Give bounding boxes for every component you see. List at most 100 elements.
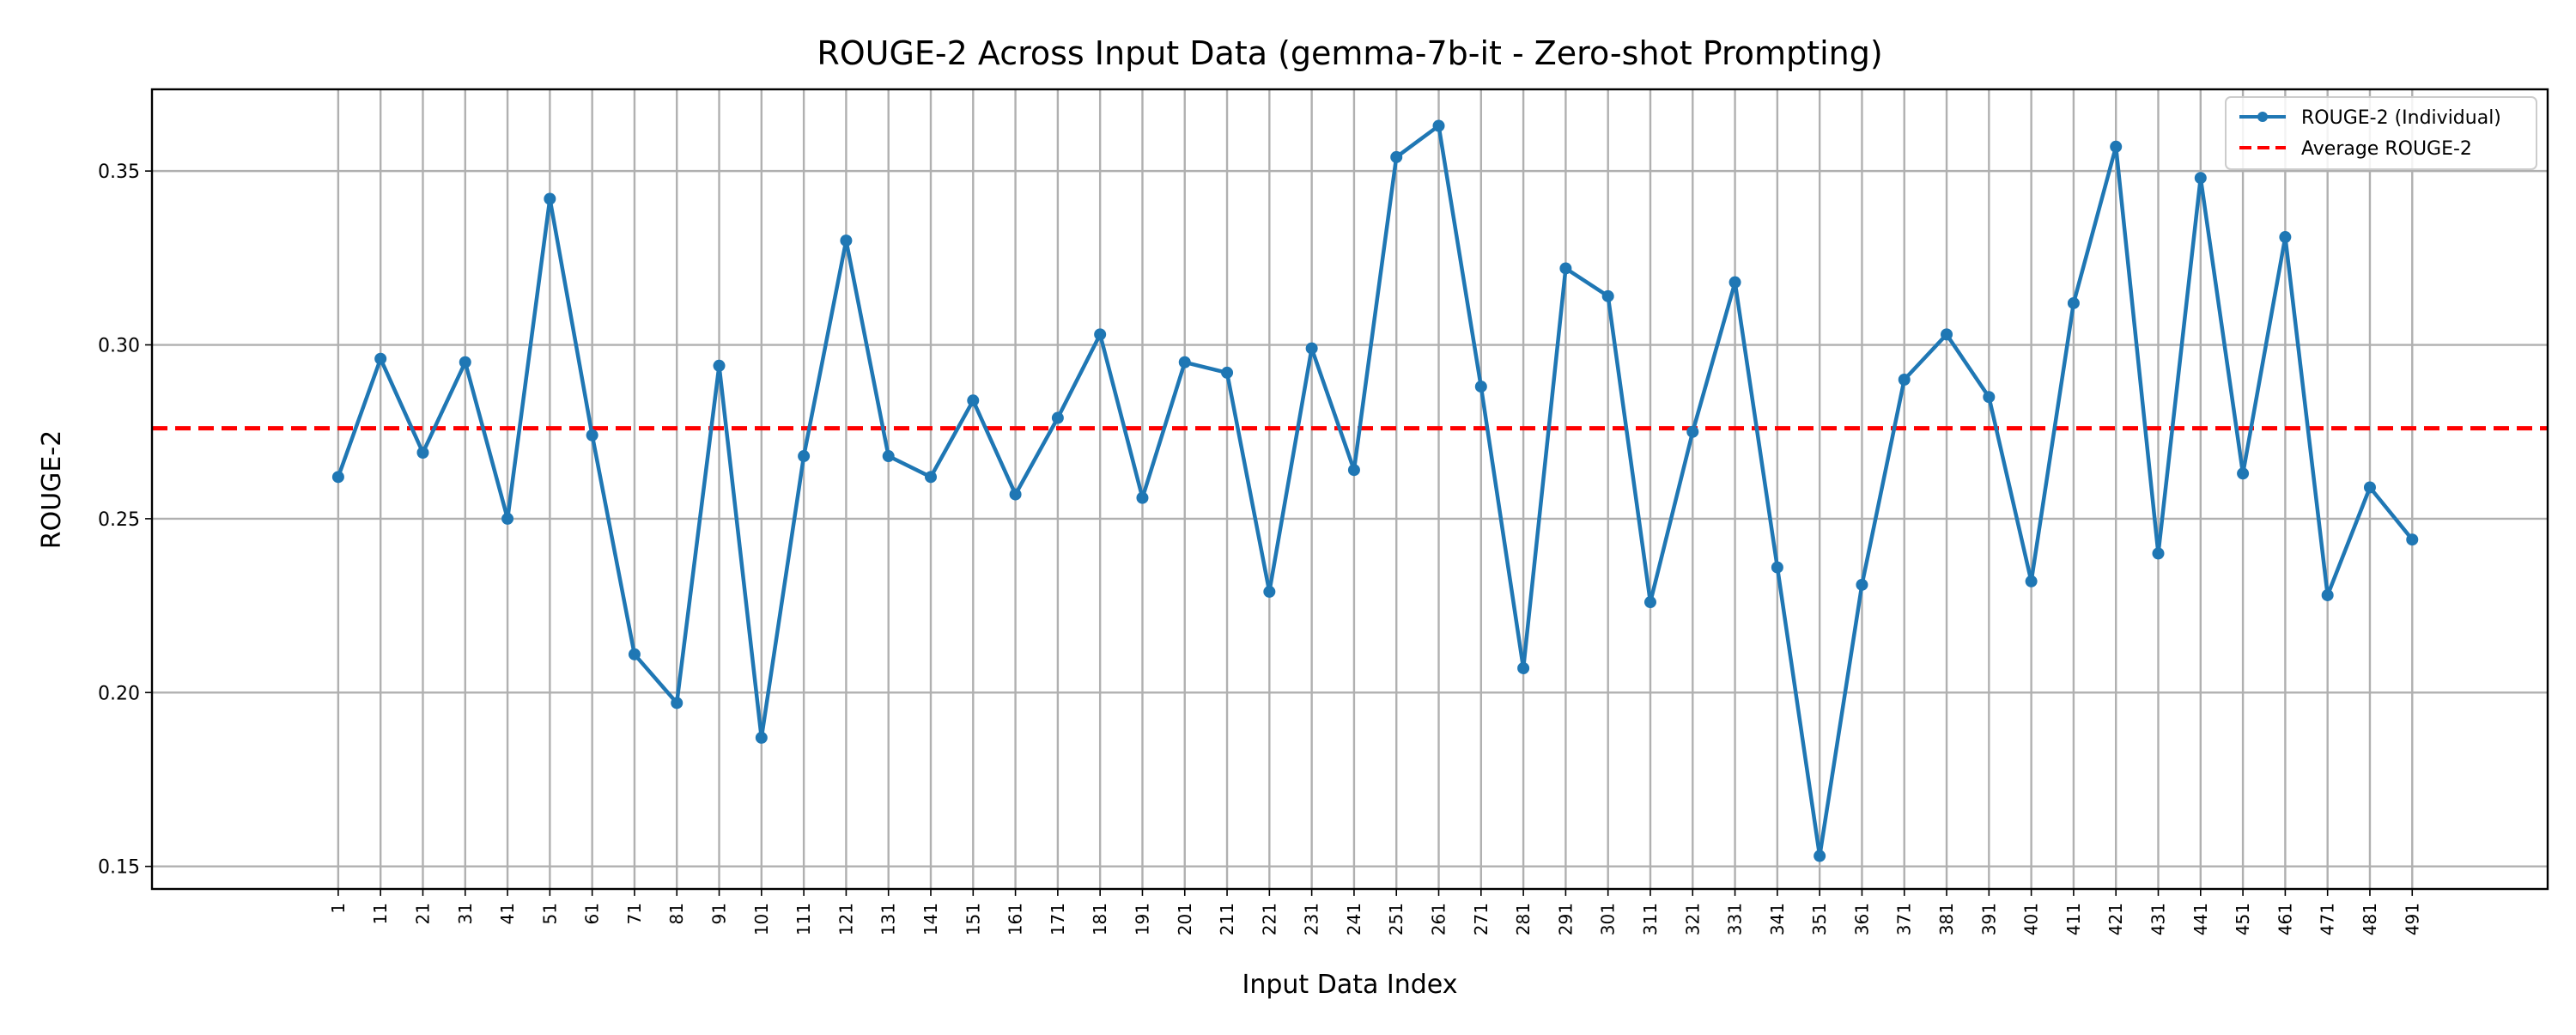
data-point xyxy=(1305,342,1318,355)
x-axis-ticks: 1 11 21 31 41 51 61 71 81 91 101 111 121 131 141 151 161… xyxy=(328,889,2422,935)
x-tick-label: 241 xyxy=(1344,903,1364,935)
x-tick-label: 21 xyxy=(412,903,433,924)
legend-box xyxy=(2225,96,2537,170)
x-tick-label: 161 xyxy=(1005,903,1026,935)
x-tick-label: 381 xyxy=(1936,903,1957,935)
y-tick-label: 0.15 xyxy=(98,857,140,879)
x-tick-label: 51 xyxy=(539,903,560,924)
x-tick-label: 191 xyxy=(1132,903,1152,935)
x-tick-label: 291 xyxy=(1555,903,1576,935)
x-tick-label: 281 xyxy=(1513,903,1534,935)
x-tick-label: 171 xyxy=(1048,903,1068,935)
individual-series-line xyxy=(336,124,2415,858)
data-point xyxy=(1009,488,1022,501)
data-point xyxy=(671,697,683,709)
x-tick-label: 221 xyxy=(1259,903,1279,935)
x-tick-label: 31 xyxy=(455,903,476,924)
x-tick-label: 61 xyxy=(582,903,603,924)
x-tick-label: 211 xyxy=(1217,903,1237,935)
data-point xyxy=(2152,547,2165,560)
data-point xyxy=(2025,575,2038,588)
legend-individual-label: ROUGE-2 (Individual) xyxy=(2301,107,2501,129)
x-axis-label: Input Data Index xyxy=(1242,970,1458,1000)
y-axis-ticks: 0.15 0.20 0.25 0.30 0.35 xyxy=(98,161,152,879)
x-tick-label: 431 xyxy=(2148,903,2169,935)
data-point xyxy=(1432,119,1445,132)
data-point xyxy=(882,450,895,463)
x-tick-label: 151 xyxy=(963,903,983,935)
data-point xyxy=(2279,231,2292,244)
y-tick-label: 0.25 xyxy=(98,509,140,531)
y-tick-label: 0.35 xyxy=(98,161,140,183)
x-tick-label: 471 xyxy=(2318,903,2338,935)
data-point xyxy=(1686,425,1699,438)
data-point xyxy=(713,359,726,372)
data-point xyxy=(1051,411,1064,424)
x-tick-label: 11 xyxy=(370,903,391,924)
data-point xyxy=(1898,373,1911,386)
x-tick-label: 81 xyxy=(666,903,687,924)
x-tick-label: 351 xyxy=(1809,903,1830,935)
x-tick-label: 451 xyxy=(2233,903,2253,935)
data-point xyxy=(1221,366,1234,379)
data-point xyxy=(374,352,387,365)
legend-individual-swatch-marker xyxy=(2257,112,2268,122)
x-tick-label: 41 xyxy=(497,903,518,924)
data-point xyxy=(331,471,344,484)
data-point xyxy=(924,471,937,484)
data-point xyxy=(755,731,768,744)
y-tick-label: 0.30 xyxy=(98,336,140,357)
data-point xyxy=(586,429,598,441)
x-tick-label: 181 xyxy=(1090,903,1110,935)
x-tick-label: 361 xyxy=(1851,903,1872,935)
x-tick-label: 441 xyxy=(2190,903,2211,935)
data-point xyxy=(1983,391,1996,404)
data-point xyxy=(1390,150,1403,163)
x-tick-label: 101 xyxy=(751,903,772,935)
x-tick-label: 461 xyxy=(2275,903,2295,935)
data-point xyxy=(2237,467,2250,480)
x-tick-label: 421 xyxy=(2105,903,2126,935)
x-tick-label: 121 xyxy=(835,903,856,935)
x-tick-label: 91 xyxy=(709,903,730,924)
x-tick-label: 411 xyxy=(2063,903,2084,935)
legend: ROUGE-2 (Individual) Average ROUGE-2 xyxy=(2225,96,2537,170)
data-point xyxy=(2110,140,2123,153)
data-point xyxy=(840,234,853,247)
x-tick-label: 261 xyxy=(1429,903,1449,935)
plot-area-frame xyxy=(150,88,2549,891)
data-point xyxy=(416,446,429,459)
x-tick-label: 111 xyxy=(793,903,814,935)
x-tick-label: 341 xyxy=(1767,903,1788,935)
data-point xyxy=(1559,262,1572,275)
data-point xyxy=(1771,561,1783,574)
data-point xyxy=(1856,578,1868,591)
x-tick-label: 491 xyxy=(2402,903,2422,935)
data-point xyxy=(544,192,556,205)
data-point xyxy=(1136,491,1149,504)
y-tick-label: 0.20 xyxy=(98,683,140,704)
data-point xyxy=(1474,381,1487,393)
data-point xyxy=(459,356,471,368)
x-tick-label: 251 xyxy=(1386,903,1406,935)
data-point xyxy=(1728,276,1741,289)
grid-layer xyxy=(152,89,2548,889)
data-point xyxy=(1517,661,1530,674)
data-point xyxy=(1643,596,1656,609)
data-point xyxy=(1178,356,1191,368)
x-tick-label: 71 xyxy=(624,903,645,924)
data-point xyxy=(2321,588,2334,601)
x-tick-label: 391 xyxy=(1978,903,1999,935)
legend-average-label: Average ROUGE-2 xyxy=(2301,138,2472,160)
data-point xyxy=(501,512,514,525)
x-tick-label: 371 xyxy=(1894,903,1915,935)
data-point xyxy=(967,394,980,407)
data-point xyxy=(628,648,641,661)
data-point xyxy=(2067,296,2080,309)
x-tick-label: 311 xyxy=(1640,903,1661,935)
data-point xyxy=(2406,533,2419,546)
x-tick-label: 131 xyxy=(878,903,899,935)
x-tick-label: 141 xyxy=(920,903,941,935)
